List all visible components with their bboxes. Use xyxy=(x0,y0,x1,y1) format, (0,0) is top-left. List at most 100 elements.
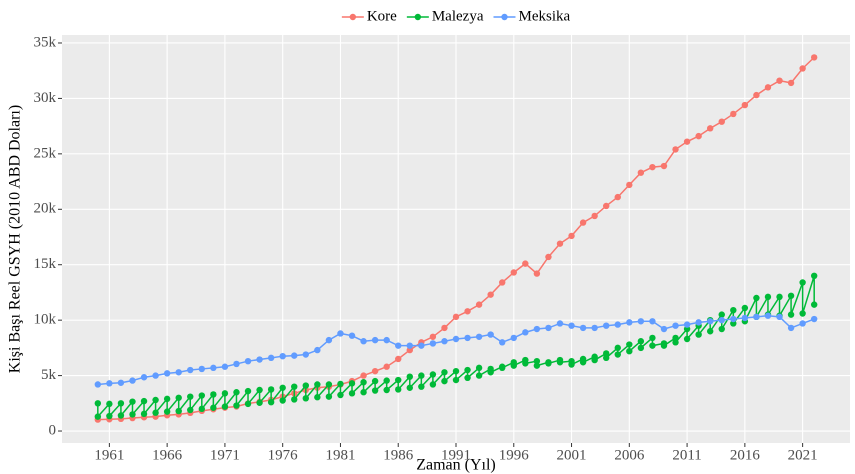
data-point xyxy=(406,384,413,391)
data-point xyxy=(360,379,367,386)
data-point xyxy=(371,336,379,344)
data-point xyxy=(787,311,795,318)
data-point xyxy=(441,324,448,332)
data-point xyxy=(464,334,471,342)
data-point xyxy=(487,331,494,338)
data-point xyxy=(429,333,437,340)
data-point xyxy=(163,395,171,403)
x-tick-label: 2011 xyxy=(672,447,701,463)
legend-marker xyxy=(349,13,357,21)
y-tick-label: 25k xyxy=(34,145,57,161)
data-point xyxy=(568,361,575,368)
data-point xyxy=(510,334,517,342)
data-point xyxy=(418,383,425,390)
data-point xyxy=(522,260,529,267)
data-point xyxy=(522,329,529,336)
data-point xyxy=(267,386,275,393)
data-point xyxy=(510,269,517,276)
data-point xyxy=(187,406,194,414)
data-point xyxy=(614,351,621,358)
data-point xyxy=(175,407,182,415)
data-point xyxy=(626,319,633,326)
data-point xyxy=(152,409,159,416)
data-point xyxy=(695,132,702,140)
data-point xyxy=(626,341,633,348)
data-point xyxy=(533,325,541,333)
data-point xyxy=(383,377,390,384)
data-point xyxy=(210,404,217,411)
data-point xyxy=(418,342,425,349)
data-point xyxy=(256,356,263,363)
data-point xyxy=(175,369,182,376)
data-point xyxy=(741,304,749,312)
data-point xyxy=(626,181,633,189)
data-point xyxy=(591,324,598,332)
x-tick-label: 2001 xyxy=(557,447,587,463)
data-point xyxy=(279,397,286,404)
data-point xyxy=(787,79,795,87)
data-point xyxy=(730,315,737,323)
data-point xyxy=(152,372,159,379)
data-point xyxy=(129,411,136,418)
data-point xyxy=(429,371,437,378)
data-point xyxy=(348,380,356,387)
data-point xyxy=(487,369,494,376)
x-tick-label: 1966 xyxy=(152,447,183,463)
data-point xyxy=(221,363,229,370)
data-point xyxy=(302,382,309,389)
data-point xyxy=(360,338,367,345)
legend-label: Meksika xyxy=(518,8,570,24)
data-point xyxy=(279,384,286,391)
y-axis-title: Kişi Başı Reel GSYH (2010 ABD Doları) xyxy=(7,105,24,373)
data-point xyxy=(429,340,437,347)
data-point xyxy=(568,232,575,240)
data-point xyxy=(626,348,633,355)
data-point xyxy=(348,332,356,339)
data-point xyxy=(753,91,760,99)
data-point xyxy=(233,389,240,396)
x-tick-label: 2016 xyxy=(730,447,761,463)
data-point xyxy=(603,354,610,362)
data-point xyxy=(799,279,806,286)
data-point xyxy=(764,312,772,319)
data-point xyxy=(106,400,113,408)
data-point xyxy=(325,381,333,388)
data-point xyxy=(221,403,229,410)
data-point xyxy=(753,313,760,321)
data-point xyxy=(360,389,367,396)
data-point xyxy=(579,219,587,226)
legend-item: Meksika xyxy=(493,8,570,24)
data-point xyxy=(314,346,321,354)
data-point xyxy=(764,293,772,301)
data-point xyxy=(810,315,818,323)
data-point xyxy=(730,110,737,118)
data-point xyxy=(325,336,333,344)
data-point xyxy=(649,163,656,171)
data-point xyxy=(117,379,125,386)
data-point xyxy=(741,101,749,109)
data-point xyxy=(718,311,725,318)
data-point xyxy=(441,377,448,385)
data-point xyxy=(233,402,240,409)
data-point xyxy=(637,344,645,352)
data-point xyxy=(337,391,344,399)
data-point xyxy=(649,334,656,342)
data-point xyxy=(371,387,379,394)
data-point xyxy=(94,413,102,420)
data-point xyxy=(706,318,714,325)
data-point xyxy=(187,393,194,400)
data-point xyxy=(129,398,136,405)
data-point xyxy=(337,330,344,337)
data-point xyxy=(706,328,714,335)
data-point xyxy=(163,370,171,377)
data-point xyxy=(452,313,460,321)
data-point xyxy=(672,146,679,153)
data-point xyxy=(221,390,229,397)
data-point xyxy=(198,365,206,373)
data-point xyxy=(106,380,113,387)
data-point xyxy=(302,351,309,358)
data-point xyxy=(730,306,737,314)
data-point xyxy=(348,390,356,397)
data-point xyxy=(776,293,783,301)
